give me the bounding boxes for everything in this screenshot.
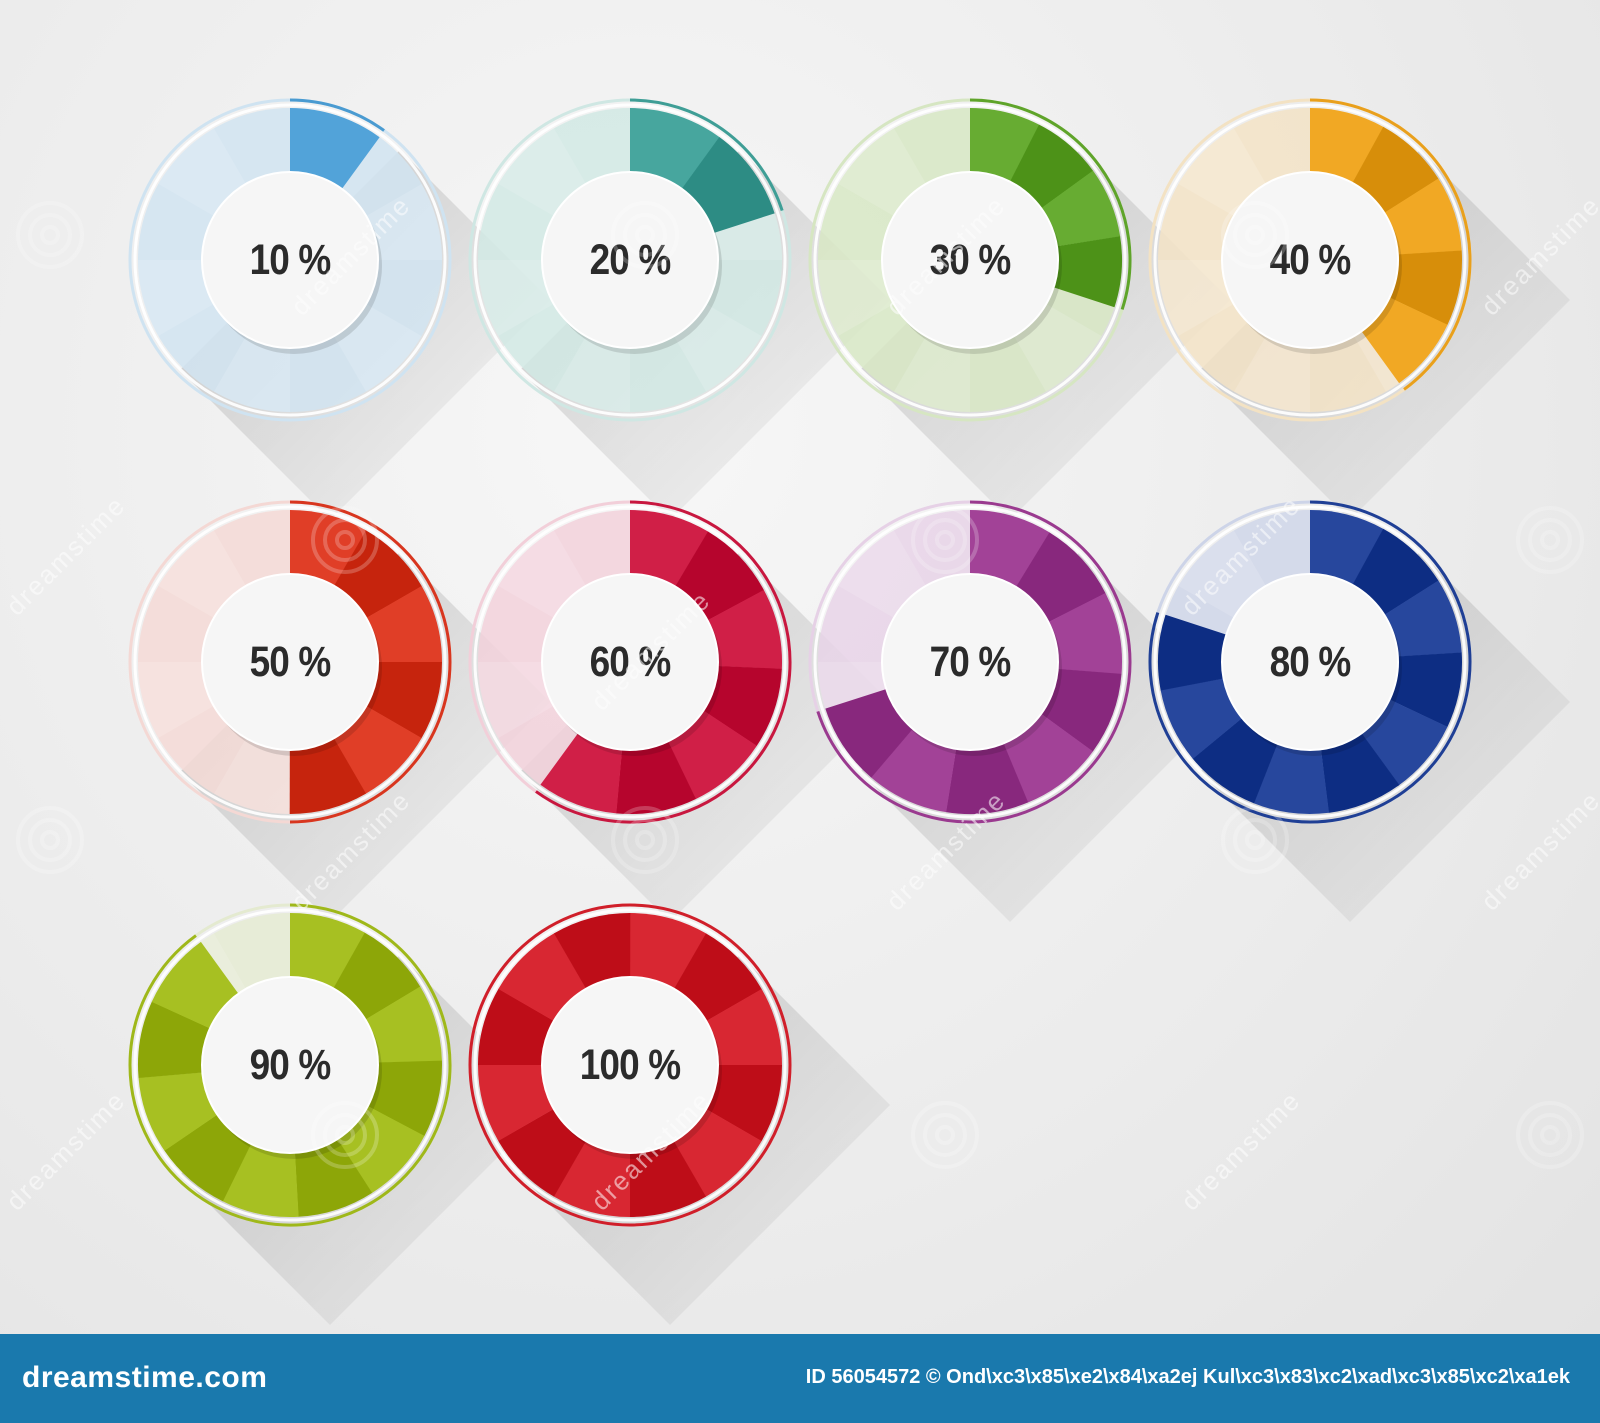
gauge-label: 90 % bbox=[249, 1041, 332, 1089]
gap-ring bbox=[1153, 103, 1467, 417]
gauge-10: 10 % bbox=[125, 95, 550, 520]
gauge-label: 100 % bbox=[579, 1041, 681, 1089]
center-badge bbox=[881, 573, 1059, 751]
gauge-label: 60 % bbox=[589, 638, 672, 686]
footer-bar: dreamstime.com ID 56054572 © Ond\xc3\x85… bbox=[0, 1334, 1600, 1423]
gauge-ring bbox=[468, 98, 890, 520]
watermark-spiral-icon bbox=[1221, 201, 1289, 269]
gauge-ring bbox=[468, 500, 890, 922]
gauge-ring bbox=[1148, 98, 1570, 520]
watermark-spiral-icon bbox=[911, 1101, 979, 1169]
gauge-100: 100 % bbox=[465, 900, 890, 1325]
footer-logo[interactable]: dreamstime.com bbox=[22, 1361, 268, 1394]
gauge-60: 60 % bbox=[465, 497, 890, 922]
outer-ring-value bbox=[289, 500, 452, 824]
center-badge bbox=[541, 976, 719, 1154]
watermark-spiral-icon bbox=[611, 201, 679, 269]
watermark-spiral-icon bbox=[1221, 806, 1289, 874]
watermark-text: dreamstime bbox=[0, 1084, 132, 1217]
gauge-label: 10 % bbox=[249, 236, 332, 284]
gauge-label: 50 % bbox=[249, 638, 332, 686]
gauge-label: 30 % bbox=[929, 236, 1012, 284]
outer-ring-value bbox=[468, 903, 792, 1227]
outer-ring-value bbox=[535, 500, 792, 824]
outer-ring-value bbox=[1148, 500, 1472, 824]
gap-ring bbox=[133, 908, 447, 1222]
outer-ring-value bbox=[969, 98, 1132, 310]
gauge-label: 70 % bbox=[929, 638, 1012, 686]
watermark-spiral-icon bbox=[1516, 1101, 1584, 1169]
gap-ring bbox=[473, 103, 787, 417]
gap-ring bbox=[133, 505, 447, 819]
watermark-spiral-icon bbox=[16, 806, 84, 874]
gauge-ring bbox=[468, 903, 890, 1325]
gauge-30: 30 % bbox=[805, 95, 1230, 520]
gap-ring bbox=[1153, 505, 1467, 819]
outer-ring-value bbox=[289, 98, 385, 132]
outer-ring-value bbox=[816, 500, 1132, 824]
gauge-ring bbox=[128, 98, 550, 520]
gauge-ring bbox=[128, 903, 550, 1325]
center-badge bbox=[541, 573, 719, 751]
gauge-ring bbox=[128, 500, 550, 922]
center-badge bbox=[201, 976, 379, 1154]
watermark-spiral-icon bbox=[1516, 506, 1584, 574]
gauge-50: 50 % bbox=[125, 497, 550, 922]
outer-ring-value bbox=[128, 903, 452, 1227]
center-badge bbox=[1221, 171, 1399, 349]
footer-credit: ID 56054572 © Ond\xc3\x85\xe2\x84\xa2ej … bbox=[805, 1366, 1570, 1388]
gauge-80: 80 % bbox=[1145, 497, 1570, 922]
gauge-label: 80 % bbox=[1269, 638, 1352, 686]
gauge-ring bbox=[808, 98, 1230, 520]
center-badge bbox=[201, 171, 379, 349]
watermark-spiral-icon bbox=[611, 806, 679, 874]
outer-ring-value bbox=[629, 98, 784, 212]
center-badge bbox=[1221, 573, 1399, 751]
watermark-spiral-icon bbox=[16, 201, 84, 269]
gap-ring bbox=[473, 908, 787, 1222]
gauge-90: 90 % bbox=[125, 900, 550, 1325]
watermark-spiral-icon bbox=[311, 1101, 379, 1169]
gauge-20: 20 % bbox=[465, 95, 890, 520]
center-badge bbox=[541, 171, 719, 349]
gauge-70: 70 % bbox=[805, 497, 1230, 922]
gauge-ring bbox=[1148, 500, 1570, 922]
gauge-label: 20 % bbox=[589, 236, 672, 284]
center-badge bbox=[201, 573, 379, 751]
center-badge bbox=[881, 171, 1059, 349]
watermark-text: dreamstime bbox=[0, 489, 132, 622]
gap-ring bbox=[473, 505, 787, 819]
gap-ring bbox=[813, 103, 1127, 417]
gauge-label: 40 % bbox=[1269, 236, 1352, 284]
watermark-spiral-icon bbox=[311, 506, 379, 574]
gap-ring bbox=[813, 505, 1127, 819]
gauge-ring bbox=[808, 500, 1230, 922]
gauge-40: 40 % bbox=[1145, 95, 1570, 520]
watermark-text: dreamstime bbox=[1175, 1084, 1307, 1217]
outer-ring-value bbox=[1309, 98, 1472, 391]
watermark-spiral-icon bbox=[911, 506, 979, 574]
watermark-text: dreamstime bbox=[1475, 784, 1600, 917]
gap-ring bbox=[133, 103, 447, 417]
